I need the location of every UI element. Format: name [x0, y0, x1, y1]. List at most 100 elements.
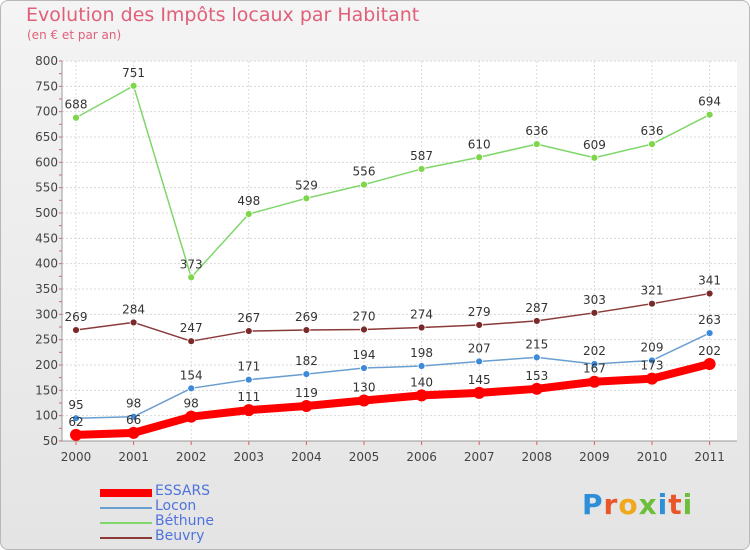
logo-letter: i	[657, 488, 669, 521]
y-tick-label: 450	[35, 231, 58, 245]
data-point	[475, 153, 484, 162]
data-label: 202	[698, 344, 721, 358]
x-tick-label: 2008	[522, 450, 553, 464]
legend-item-bethune: Béthune	[100, 513, 260, 530]
x-tick-label: 2000	[61, 450, 92, 464]
data-point	[72, 113, 80, 122]
data-point	[705, 329, 714, 337]
data-point	[475, 321, 484, 329]
data-point	[72, 414, 80, 423]
data-label: 207	[468, 341, 491, 355]
data-label: 95	[68, 398, 83, 412]
data-label: 269	[295, 310, 318, 324]
data-label: 247	[180, 321, 203, 335]
data-point	[129, 412, 138, 421]
data-point	[242, 404, 255, 417]
data-label: 587	[410, 149, 433, 163]
x-tick-label: 2004	[291, 450, 322, 464]
data-label: 145	[468, 373, 491, 387]
legend-item-beuvry: Beuvry	[100, 528, 260, 545]
data-label: 98	[126, 397, 141, 411]
y-tick-label: 150	[35, 383, 58, 397]
legend-label-beuvry: Beuvry	[155, 528, 205, 544]
y-tick-label: 400	[35, 257, 58, 271]
data-label: 556	[353, 165, 376, 179]
x-tick-label: 2010	[637, 450, 668, 464]
data-point	[473, 386, 486, 399]
data-label: 111	[237, 390, 260, 404]
data-point	[360, 364, 368, 372]
x-tick-label: 2002	[176, 450, 207, 464]
data-label: 610	[468, 137, 491, 151]
data-point	[532, 140, 541, 148]
data-point	[70, 428, 82, 441]
data-point	[187, 273, 196, 282]
data-label: 269	[65, 310, 88, 324]
data-point	[646, 372, 658, 385]
data-label: 182	[295, 354, 318, 368]
data-label: 194	[353, 348, 376, 362]
data-label: 373	[180, 257, 203, 271]
y-tick-label: 50	[43, 434, 58, 448]
data-label: 498	[237, 194, 260, 208]
x-tick-label: 2005	[349, 450, 380, 464]
data-point	[590, 153, 599, 162]
data-point	[300, 400, 313, 413]
data-label: 167	[583, 362, 606, 376]
data-point	[244, 210, 253, 218]
data-label: 263	[698, 313, 721, 327]
data-label: 529	[295, 178, 318, 192]
data-point	[590, 360, 599, 368]
x-tick-label: 2003	[234, 450, 265, 464]
data-point	[590, 308, 599, 317]
y-tick-label: 650	[35, 130, 58, 144]
legend-item-locon: Locon	[100, 499, 260, 515]
y-tick-label: 250	[35, 333, 58, 347]
data-label: 66	[126, 413, 141, 427]
data-label: 202	[583, 344, 606, 358]
chart-subtitle: (en € et par an)	[27, 28, 122, 42]
y-tick-label: 200	[35, 358, 58, 372]
data-label: 284	[122, 302, 145, 316]
data-label: 341	[698, 274, 721, 288]
series-line-beuvry	[75, 292, 711, 342]
data-point	[530, 382, 543, 395]
data-label: 751	[122, 66, 145, 80]
data-label: 140	[410, 375, 433, 389]
data-label: 267	[237, 311, 260, 325]
y-tick-label: 100	[35, 409, 58, 423]
series-line-essars	[72, 359, 714, 439]
y-tick-label: 300	[35, 307, 58, 321]
data-label: 636	[641, 124, 664, 138]
legend-label-bethune: Béthune	[155, 513, 214, 529]
data-point	[360, 180, 368, 189]
logo-letter: P	[582, 488, 604, 521]
data-label: 279	[468, 305, 491, 319]
legend-item-essars: ESSARS	[100, 484, 260, 500]
logo-letter: t	[668, 488, 683, 521]
data-point	[244, 327, 253, 335]
data-point	[302, 326, 311, 334]
legend-swatch-essars	[100, 489, 152, 497]
data-point	[302, 370, 311, 379]
y-tick-label: 500	[35, 206, 58, 220]
data-point	[703, 357, 716, 370]
data-point	[127, 426, 140, 439]
data-label: 154	[180, 368, 203, 382]
data-point	[360, 325, 368, 334]
data-point	[705, 110, 714, 119]
legend-swatch-bethune	[100, 522, 152, 524]
series-line-béthune	[75, 85, 711, 279]
data-label: 609	[583, 138, 606, 152]
data-label: 173	[641, 359, 664, 373]
y-tick-label: 800	[35, 54, 58, 68]
x-tick-label: 2009	[579, 450, 610, 464]
data-label: 209	[641, 340, 664, 354]
data-point	[187, 384, 196, 393]
x-tick-label: 2001	[118, 450, 149, 464]
data-point	[417, 323, 426, 332]
plot-area	[62, 61, 737, 441]
chart-title: Evolution des Impôts locaux par Habitant	[26, 4, 420, 26]
data-label: 130	[353, 380, 376, 394]
